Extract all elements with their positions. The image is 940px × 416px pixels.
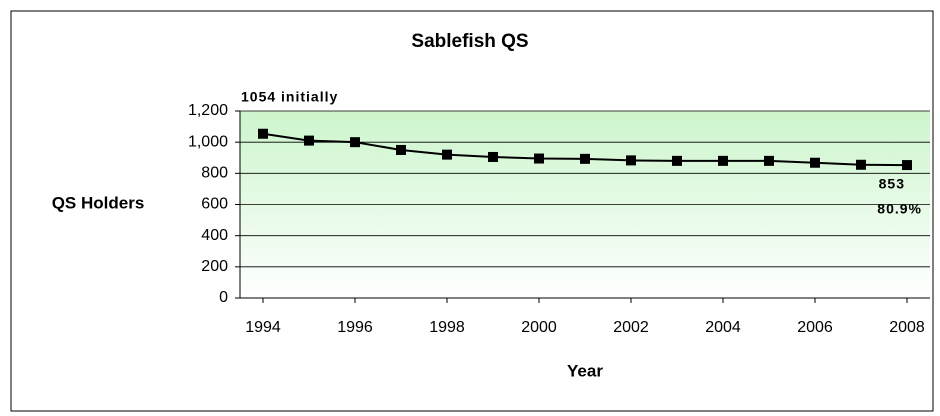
annotation: 853 xyxy=(879,176,905,192)
x-axis-label: Year xyxy=(567,361,603,380)
y-tick-label: 800 xyxy=(201,165,228,182)
y-tick-label: 0 xyxy=(219,289,228,306)
data-marker xyxy=(810,157,820,168)
data-marker xyxy=(442,149,452,160)
y-tick-label: 600 xyxy=(201,196,228,213)
data-marker xyxy=(488,151,498,162)
data-marker xyxy=(580,153,590,164)
data-marker xyxy=(396,144,406,155)
y-tick-label: 1,200 xyxy=(188,102,228,119)
data-marker xyxy=(350,137,360,148)
data-marker xyxy=(304,135,314,146)
y-tick-label: 400 xyxy=(201,227,228,244)
x-tick-label: 1996 xyxy=(337,319,373,336)
x-tick-label: 2008 xyxy=(889,319,925,336)
chart-title: Sablefish QS xyxy=(411,31,528,52)
x-tick-label: 2002 xyxy=(613,319,649,336)
x-tick-label: 1994 xyxy=(245,319,281,336)
y-axis-label: QS Holders xyxy=(52,193,145,212)
data-marker xyxy=(902,160,912,171)
x-tick-label: 2000 xyxy=(521,319,557,336)
annotation: 80.9% xyxy=(877,201,922,217)
y-tick-label: 1,000 xyxy=(188,133,228,150)
data-marker xyxy=(856,159,866,170)
annotation: 1054 initially xyxy=(241,89,338,105)
x-tick-label: 2006 xyxy=(797,319,833,336)
data-marker xyxy=(764,155,774,166)
x-tick-label: 2004 xyxy=(705,319,741,336)
x-tick-label: 1998 xyxy=(429,319,465,336)
data-marker xyxy=(672,155,682,166)
data-marker xyxy=(718,155,728,166)
y-tick-label: 200 xyxy=(201,258,228,275)
data-marker xyxy=(626,155,636,166)
data-marker xyxy=(258,128,268,139)
data-marker xyxy=(534,153,544,164)
